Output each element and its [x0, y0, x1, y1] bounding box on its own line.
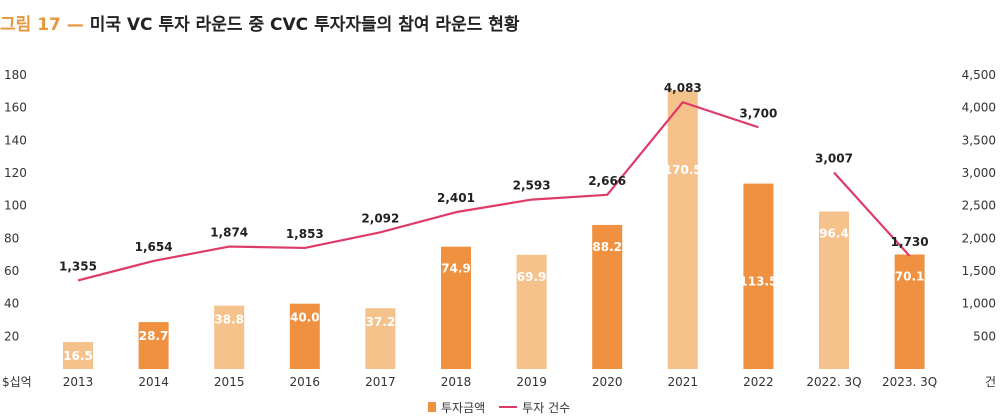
x-tick-label: 2017 [365, 375, 396, 389]
bar-value-label: 40.0 [290, 311, 320, 325]
legend-item-bar: 투자금액 [428, 399, 485, 416]
bar-value-label: 113.5 [739, 275, 777, 289]
bar-value-label: 38.8 [214, 313, 244, 327]
y-left-tick-label: 60 [4, 264, 19, 278]
y-right-tick-label: 1,500 [962, 264, 996, 278]
legend-bar-swatch [428, 402, 436, 412]
bar [441, 246, 471, 369]
x-tick-label: 2014 [138, 375, 169, 389]
line-value-label: 2,666 [588, 174, 626, 188]
series-line [77, 101, 759, 282]
y-left-tick-label: 100 [4, 199, 27, 213]
bar-value-label: 37.2 [366, 315, 396, 329]
bar [743, 183, 774, 369]
bar-value-label: 74.9 [441, 262, 471, 276]
y-left-tick-label: 180 [4, 68, 27, 82]
y-right-tick-label: 4,000 [962, 101, 996, 115]
bar [667, 90, 698, 370]
x-tick-label: 2015 [214, 375, 245, 389]
bar-value-label: 69.9 [517, 270, 547, 284]
bar-value-label: 16.5 [63, 349, 93, 363]
y-right-tick-label: 2,000 [962, 231, 996, 245]
y-right-tick-label: 3,000 [962, 166, 996, 180]
line-value-label: 1,355 [59, 259, 97, 273]
y-right-tick-label: 500 [973, 329, 996, 343]
line-value-label: 3,700 [739, 106, 777, 120]
line-value-label: 2,401 [437, 191, 475, 205]
figure-number: 그림 17 [0, 15, 61, 35]
y-left-tick-label: 40 [4, 297, 19, 311]
bar-value-label: 88.2 [592, 240, 622, 254]
y-right-unit-label: 건 [985, 375, 996, 389]
bar [63, 342, 93, 369]
title-dash: — [66, 15, 84, 35]
legend-line-swatch [499, 406, 518, 408]
bar-value-label: 170.5 [664, 163, 702, 177]
x-tick-label: 2022 [743, 375, 774, 389]
x-tick-label: 2016 [290, 375, 321, 389]
bar [516, 254, 547, 369]
bar-value-label: 96.4 [819, 227, 849, 241]
line-value-label: 1,654 [135, 240, 173, 254]
x-tick-label: 2013 [63, 375, 94, 389]
legend-item-line: 투자 건수 [499, 399, 570, 416]
legend-line-label: 투자 건수 [522, 400, 571, 415]
x-tick-label: 2023. 3Q [882, 375, 937, 389]
y-left-tick-label: 20 [4, 329, 19, 343]
legend-bar-label: 투자금액 [441, 400, 486, 415]
line-value-label: 1,874 [210, 226, 248, 240]
line-value-label: 4,083 [664, 81, 702, 95]
figure-title-text: 미국 VC 투자 라운드 중 CVC 투자자들의 참여 라운드 현황 [89, 15, 520, 35]
y-left-tick-label: 120 [4, 166, 27, 180]
y-right-tick-label: 2,500 [962, 199, 996, 213]
line-value-label: 1,853 [286, 227, 324, 241]
x-tick-label: 2021 [668, 375, 699, 389]
y-left-tick-label: 140 [4, 133, 27, 147]
legend: 투자금액 투자 건수 [428, 398, 570, 416]
bar [138, 322, 169, 369]
bar [894, 254, 925, 369]
bar-value-label: 28.7 [139, 329, 169, 343]
series-line [833, 171, 911, 257]
x-tick-label: 2020 [592, 375, 623, 389]
bar [214, 305, 245, 369]
x-tick-label: 2022. 3Q [806, 375, 861, 389]
y-left-unit-label: $십억 [2, 375, 32, 389]
y-right-tick-label: 1,000 [962, 297, 996, 311]
y-left-tick-label: 80 [4, 231, 19, 245]
line-value-label: 3,007 [815, 152, 853, 166]
line-value-label: 2,593 [513, 179, 551, 193]
bar [365, 308, 396, 369]
bar [289, 303, 320, 369]
bar-value-label: 70.1 [895, 270, 925, 284]
x-tick-label: 2018 [441, 375, 472, 389]
y-right-tick-label: 3,500 [962, 133, 996, 147]
line-value-label: 1,730 [891, 235, 929, 249]
bar [819, 211, 849, 369]
x-tick-label: 2019 [516, 375, 547, 389]
figure-title: 그림 17 — 미국 VC 투자 라운드 중 CVC 투자자들의 참여 라운드 … [0, 10, 520, 40]
line-value-label: 2,092 [361, 211, 399, 225]
y-right-tick-label: 4,500 [962, 68, 996, 82]
bar [592, 224, 623, 369]
y-left-tick-label: 160 [4, 101, 27, 115]
